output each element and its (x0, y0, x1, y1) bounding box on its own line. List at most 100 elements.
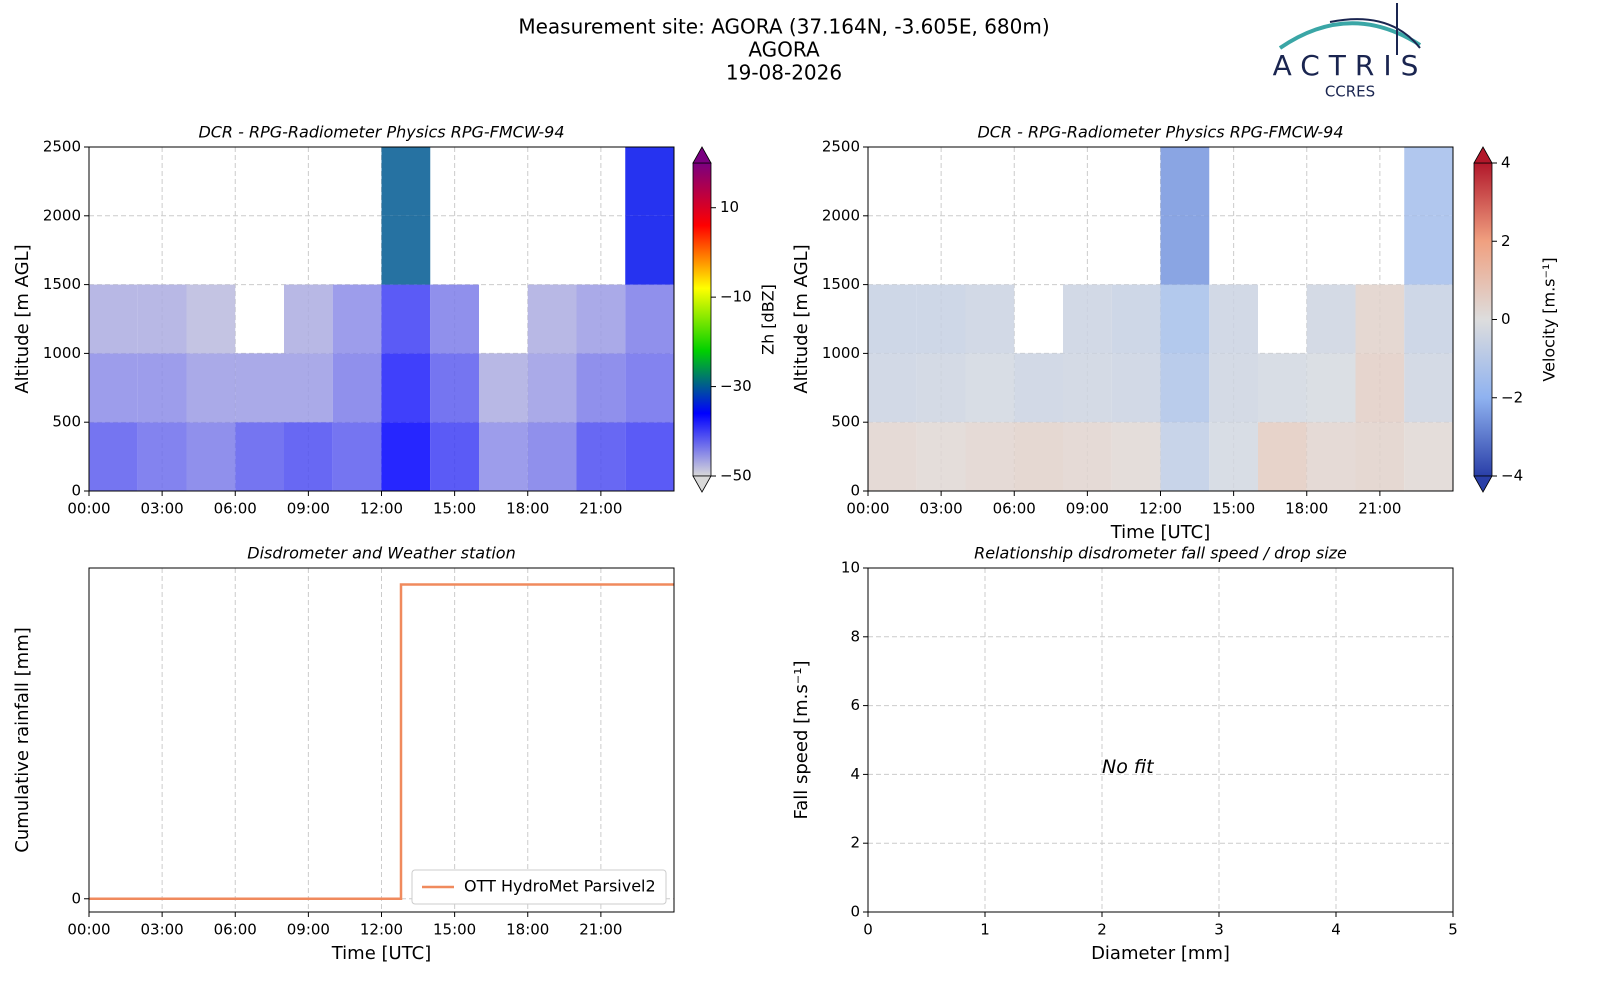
x-tick-label: 12:00 (360, 921, 403, 939)
heat-cell (916, 284, 966, 354)
y-tick-label: 2000 (43, 206, 81, 224)
x-tick-label: 18:00 (506, 500, 549, 518)
heat-cell (1306, 284, 1356, 354)
heat-cell (1355, 422, 1405, 491)
heat-cell (965, 284, 1015, 354)
x-tick-label: 15:00 (1212, 500, 1255, 518)
heat-cell (1063, 353, 1112, 423)
y-tick-label: 0 (71, 889, 81, 907)
x-tick-label: 5 (1448, 921, 1458, 939)
y-tick-label: 2 (850, 834, 860, 852)
heat-cell (1160, 422, 1210, 491)
colorbar-tick-label: 2 (1501, 232, 1511, 250)
y-tick-label: 1000 (822, 344, 860, 362)
heat-cell (868, 353, 917, 423)
legend-label: OTT HydroMet Parsivel2 (464, 877, 656, 896)
y-tick-label: 2500 (43, 138, 81, 156)
y-tick-label: 1500 (822, 275, 860, 293)
panel: DCR - RPG-Radiometer Physics RPG-FMCW-94… (12, 123, 778, 518)
heat-cell (1306, 353, 1356, 423)
x-axis-label: Time [UTC] (1110, 522, 1211, 543)
y-tick-label: 500 (52, 413, 81, 431)
heat-cell (186, 353, 236, 423)
heat-cell (137, 353, 187, 423)
heat-cell (1111, 353, 1161, 423)
y-axis-label: Fall speed [m.s⁻¹] (791, 661, 812, 820)
colorbar (692, 162, 712, 477)
y-tick-label: 0 (71, 482, 81, 500)
x-tick-label: 06:00 (214, 921, 257, 939)
plot-frame (867, 567, 1454, 913)
heat-cell (916, 353, 966, 423)
heat-cell (625, 147, 674, 216)
heat-cell (89, 422, 138, 491)
heat-cell (1160, 147, 1210, 216)
y-tick-label: 500 (831, 413, 860, 431)
heat-cell (527, 284, 577, 354)
x-axis-label: Diameter [mm] (1091, 943, 1230, 964)
heat-cell (1209, 284, 1258, 354)
heat-cell (479, 353, 528, 423)
heat-cell (1258, 422, 1307, 491)
heat-cell (625, 422, 674, 491)
logo: ACTRIS CCRES (1273, 3, 1422, 101)
colorbar-tick-label: −10 (720, 288, 752, 306)
colorbar-tick-label: −50 (720, 467, 752, 485)
heat-cell (1404, 284, 1453, 354)
heat-cell (527, 353, 577, 423)
x-tick-label: 06:00 (214, 500, 257, 518)
heat-cell (1355, 284, 1405, 354)
colorbar-extend (692, 146, 712, 164)
x-tick-label: 18:00 (506, 921, 549, 939)
plot-frame (88, 567, 675, 913)
annotation: No fit (1102, 756, 1155, 778)
x-tick-label: 21:00 (579, 500, 622, 518)
heat-cell (868, 284, 917, 354)
header-subtitle: AGORA (748, 38, 820, 62)
x-tick-label: 2 (1097, 921, 1107, 939)
heat-cell (1063, 422, 1112, 491)
y-axis-label: Cumulative rainfall [mm] (12, 627, 33, 853)
heat-cell (381, 284, 431, 354)
plot-frame (867, 146, 1454, 492)
heat-cell (284, 284, 333, 354)
logo-sub: CCRES (1325, 83, 1375, 101)
panel-title: Disdrometer and Weather station (247, 544, 515, 563)
x-tick-label: 06:00 (993, 500, 1036, 518)
heat-cell (1404, 353, 1453, 423)
x-tick-label: 1 (980, 921, 990, 939)
heat-cell (1160, 215, 1210, 285)
heat-cell (625, 353, 674, 423)
x-tick-label: 09:00 (287, 500, 330, 518)
heat-cell (381, 422, 431, 491)
colorbar-tick-label: −4 (1501, 467, 1523, 485)
x-tick-label: 21:00 (1358, 500, 1401, 518)
y-tick-label: 1000 (43, 344, 81, 362)
x-tick-label: 12:00 (360, 500, 403, 518)
y-tick-label: 4 (850, 765, 860, 783)
heat-cell (1404, 215, 1453, 285)
colorbar-label: Zh [dBZ] (759, 284, 778, 355)
heat-cell (186, 284, 236, 354)
x-tick-label: 4 (1331, 921, 1341, 939)
heat-cell (1355, 353, 1405, 423)
y-tick-label: 0 (850, 482, 860, 500)
heat-cell (868, 422, 917, 491)
heat-cell (137, 422, 187, 491)
heat-cell (381, 215, 431, 285)
colorbar-extend (1473, 475, 1493, 493)
colorbar (1473, 162, 1493, 477)
y-axis-label: Altitude [m AGL] (791, 244, 812, 393)
panel-title: Relationship disdrometer fall speed / dr… (974, 544, 1347, 563)
panel: DCR - RPG-Radiometer Physics RPG-FMCW-94… (791, 123, 1559, 544)
heat-cell (1209, 353, 1258, 423)
heat-cell (1404, 422, 1453, 491)
x-tick-label: 03:00 (920, 500, 963, 518)
x-tick-label: 0 (863, 921, 873, 939)
colorbar-tick-label: −2 (1501, 388, 1523, 406)
heat-cell (89, 353, 138, 423)
heat-cell (381, 353, 431, 423)
plot-frame (88, 146, 675, 492)
y-tick-label: 2500 (822, 138, 860, 156)
